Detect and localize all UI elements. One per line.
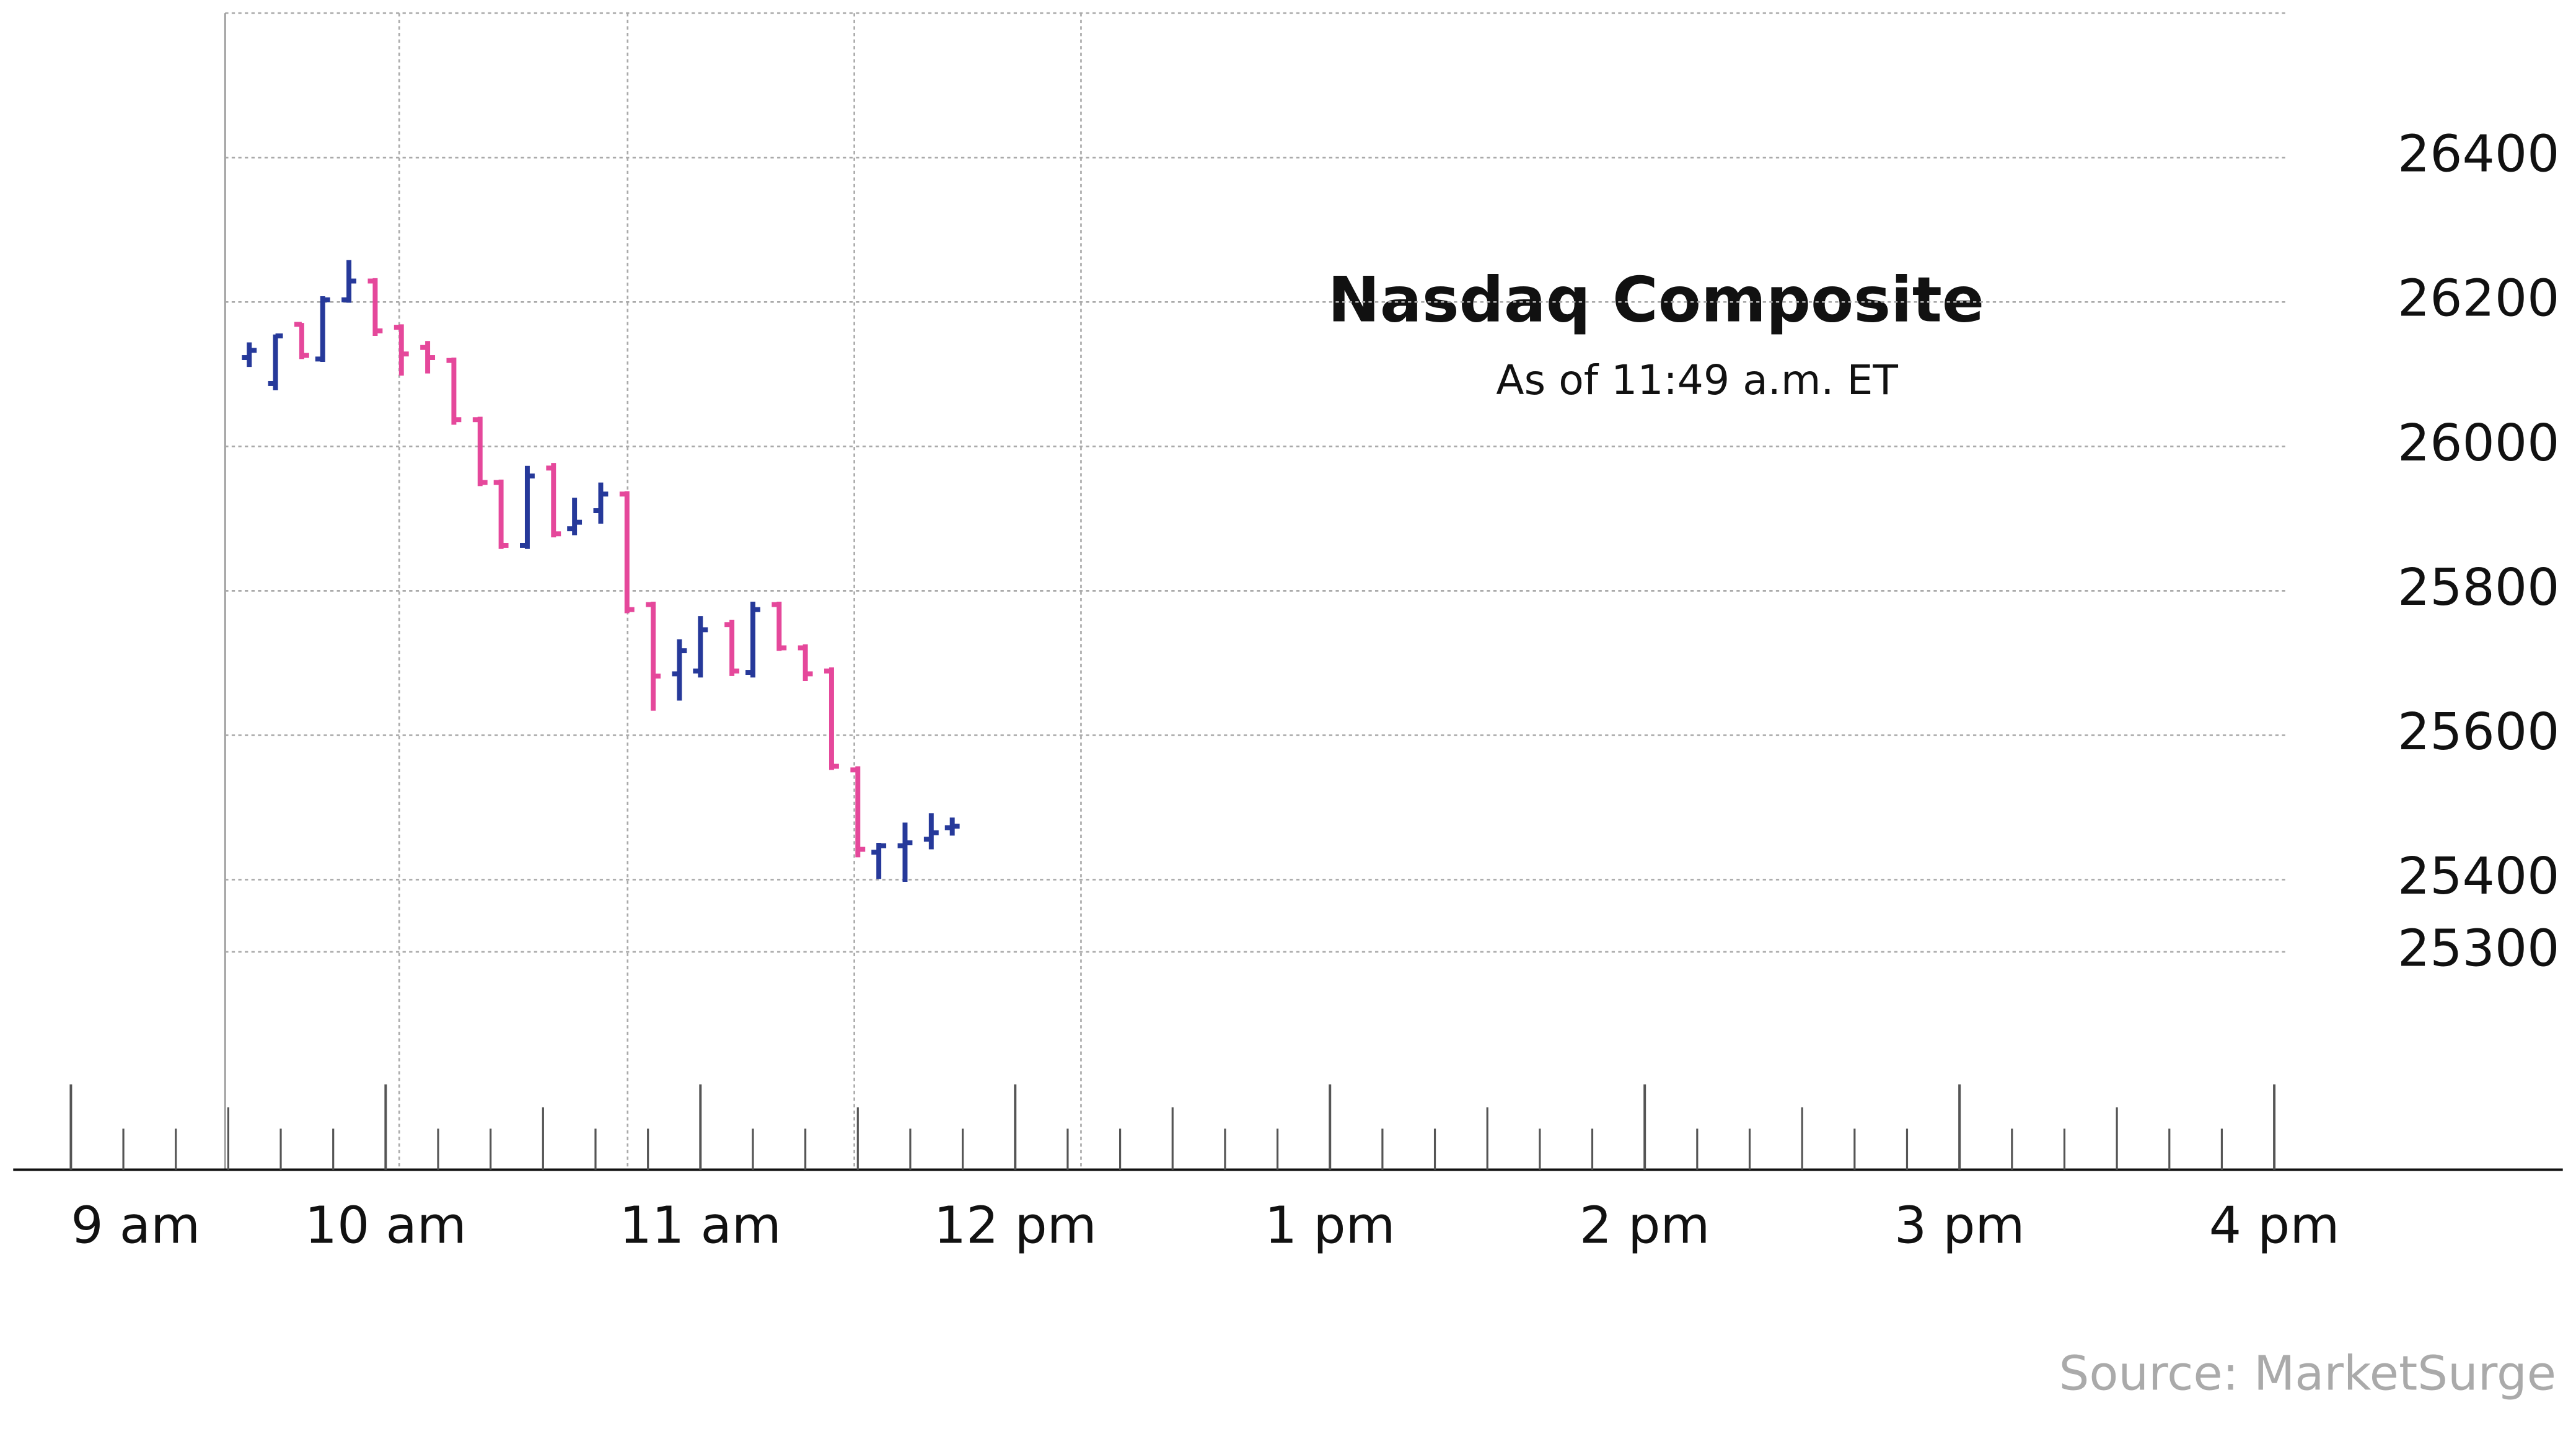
x-tick-label: 11 am	[620, 1196, 781, 1255]
y-tick-label: 26200	[2398, 270, 2559, 328]
source-note: Source: MarketSurge	[2059, 1347, 2556, 1402]
y-tick-label: 25300	[2398, 919, 2559, 978]
x-tick-label: 3 pm	[1894, 1196, 2025, 1255]
y-tick-label: 25800	[2398, 558, 2559, 617]
x-tick-label: 10 am	[305, 1196, 467, 1255]
y-tick-label: 26400	[2398, 125, 2559, 184]
x-tick-label: 4 pm	[2209, 1196, 2340, 1255]
x-tick-label: 1 pm	[1265, 1196, 1396, 1255]
x-tick-label: 2 pm	[1580, 1196, 1710, 1255]
x-tick-label: 9 am	[71, 1196, 200, 1255]
chart-title: Nasdaq Composite	[1327, 263, 1984, 336]
y-tick-label: 26000	[2398, 414, 2559, 473]
y-tick-label: 25600	[2398, 703, 2559, 762]
x-tick-label: 12 pm	[934, 1196, 1097, 1255]
y-tick-label: 25400	[2398, 847, 2559, 906]
chart-subtitle: As of 11:49 a.m. ET	[1496, 356, 1898, 404]
